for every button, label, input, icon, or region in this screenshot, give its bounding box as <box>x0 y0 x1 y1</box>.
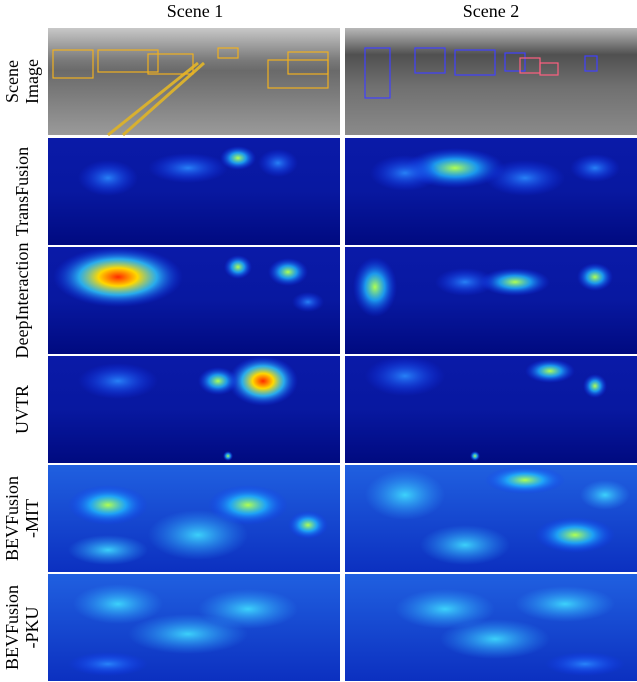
blob <box>258 149 298 177</box>
blob <box>292 292 324 312</box>
blob <box>577 263 613 291</box>
row-label: DeepInteraction <box>12 243 32 359</box>
heatmap <box>345 465 637 572</box>
scene-image <box>48 28 340 135</box>
heatmap <box>48 247 340 354</box>
row-label-line: BEVFusion <box>2 476 22 561</box>
row-label-line: BEVFusion <box>2 585 22 670</box>
heatmap <box>48 138 340 245</box>
blob <box>148 153 228 183</box>
blob <box>228 356 298 406</box>
blob <box>580 480 630 510</box>
blob <box>68 652 148 676</box>
blob <box>53 247 183 307</box>
row-labels: SceneImage TransFusion DeepInteraction UVTR… <box>2 59 42 670</box>
row-label: BEVFusion-MIT <box>2 476 42 561</box>
photo <box>48 28 340 135</box>
blob <box>365 470 445 520</box>
heatmap <box>345 356 637 463</box>
heatmap <box>48 465 340 572</box>
blob <box>485 466 565 494</box>
blob <box>353 257 397 317</box>
blob <box>440 619 550 659</box>
blob <box>288 511 328 539</box>
scene-image <box>345 28 637 135</box>
row-label: TransFusion <box>12 147 32 236</box>
blob <box>420 525 510 565</box>
blob <box>470 451 480 461</box>
blob <box>224 255 252 279</box>
blob <box>545 652 625 676</box>
photo <box>345 28 637 135</box>
heatmap <box>345 247 637 354</box>
blob <box>268 258 308 286</box>
blob <box>78 363 158 399</box>
blob <box>570 154 620 182</box>
blob <box>148 510 248 560</box>
blob <box>370 155 440 191</box>
heatmap <box>48 356 340 463</box>
row-label-line: Image <box>22 59 42 104</box>
row-label: UVTR <box>12 385 32 434</box>
blob <box>223 451 233 461</box>
row-label-line: TransFusion <box>12 147 32 236</box>
blob <box>525 359 575 383</box>
blob <box>583 374 607 398</box>
row-label: SceneImage <box>2 59 42 104</box>
row-label-line: -PKU <box>22 606 42 648</box>
blob <box>535 517 615 553</box>
column-header: Scene 2 <box>463 1 519 21</box>
blob <box>485 160 565 196</box>
blob <box>365 356 445 396</box>
blob <box>198 367 238 395</box>
row-label-line: DeepInteraction <box>12 243 32 359</box>
heatmap <box>48 574 340 681</box>
row-label-line: UVTR <box>12 385 32 434</box>
figure: Scene 1 Scene 2 SceneImage TransFusion Dee… <box>0 0 637 682</box>
heatmap <box>345 138 637 245</box>
blob <box>435 268 495 296</box>
blob <box>515 586 615 622</box>
panels <box>48 28 637 681</box>
row-label-line: -MIT <box>22 499 42 538</box>
blob <box>73 584 163 624</box>
blob <box>68 535 148 565</box>
row-label: BEVFusion-PKU <box>2 585 42 670</box>
blob <box>128 614 248 654</box>
heatmap <box>345 574 637 681</box>
blob <box>68 485 148 525</box>
column-header: Scene 1 <box>167 1 223 21</box>
row-label-line: Scene <box>2 60 22 103</box>
blob <box>78 160 138 196</box>
